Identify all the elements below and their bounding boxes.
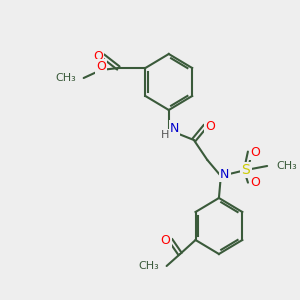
Text: CH₃: CH₃ xyxy=(138,261,159,271)
Text: O: O xyxy=(250,176,260,188)
Text: O: O xyxy=(250,146,260,158)
Text: N: N xyxy=(170,122,179,134)
Text: O: O xyxy=(96,61,106,74)
Text: CH₃: CH₃ xyxy=(55,73,76,83)
Text: CH₃: CH₃ xyxy=(277,161,298,171)
Text: O: O xyxy=(161,233,171,247)
Text: H: H xyxy=(161,130,169,140)
Text: O: O xyxy=(93,50,103,62)
Text: N: N xyxy=(220,167,230,181)
Text: O: O xyxy=(205,119,215,133)
Text: S: S xyxy=(242,163,250,177)
